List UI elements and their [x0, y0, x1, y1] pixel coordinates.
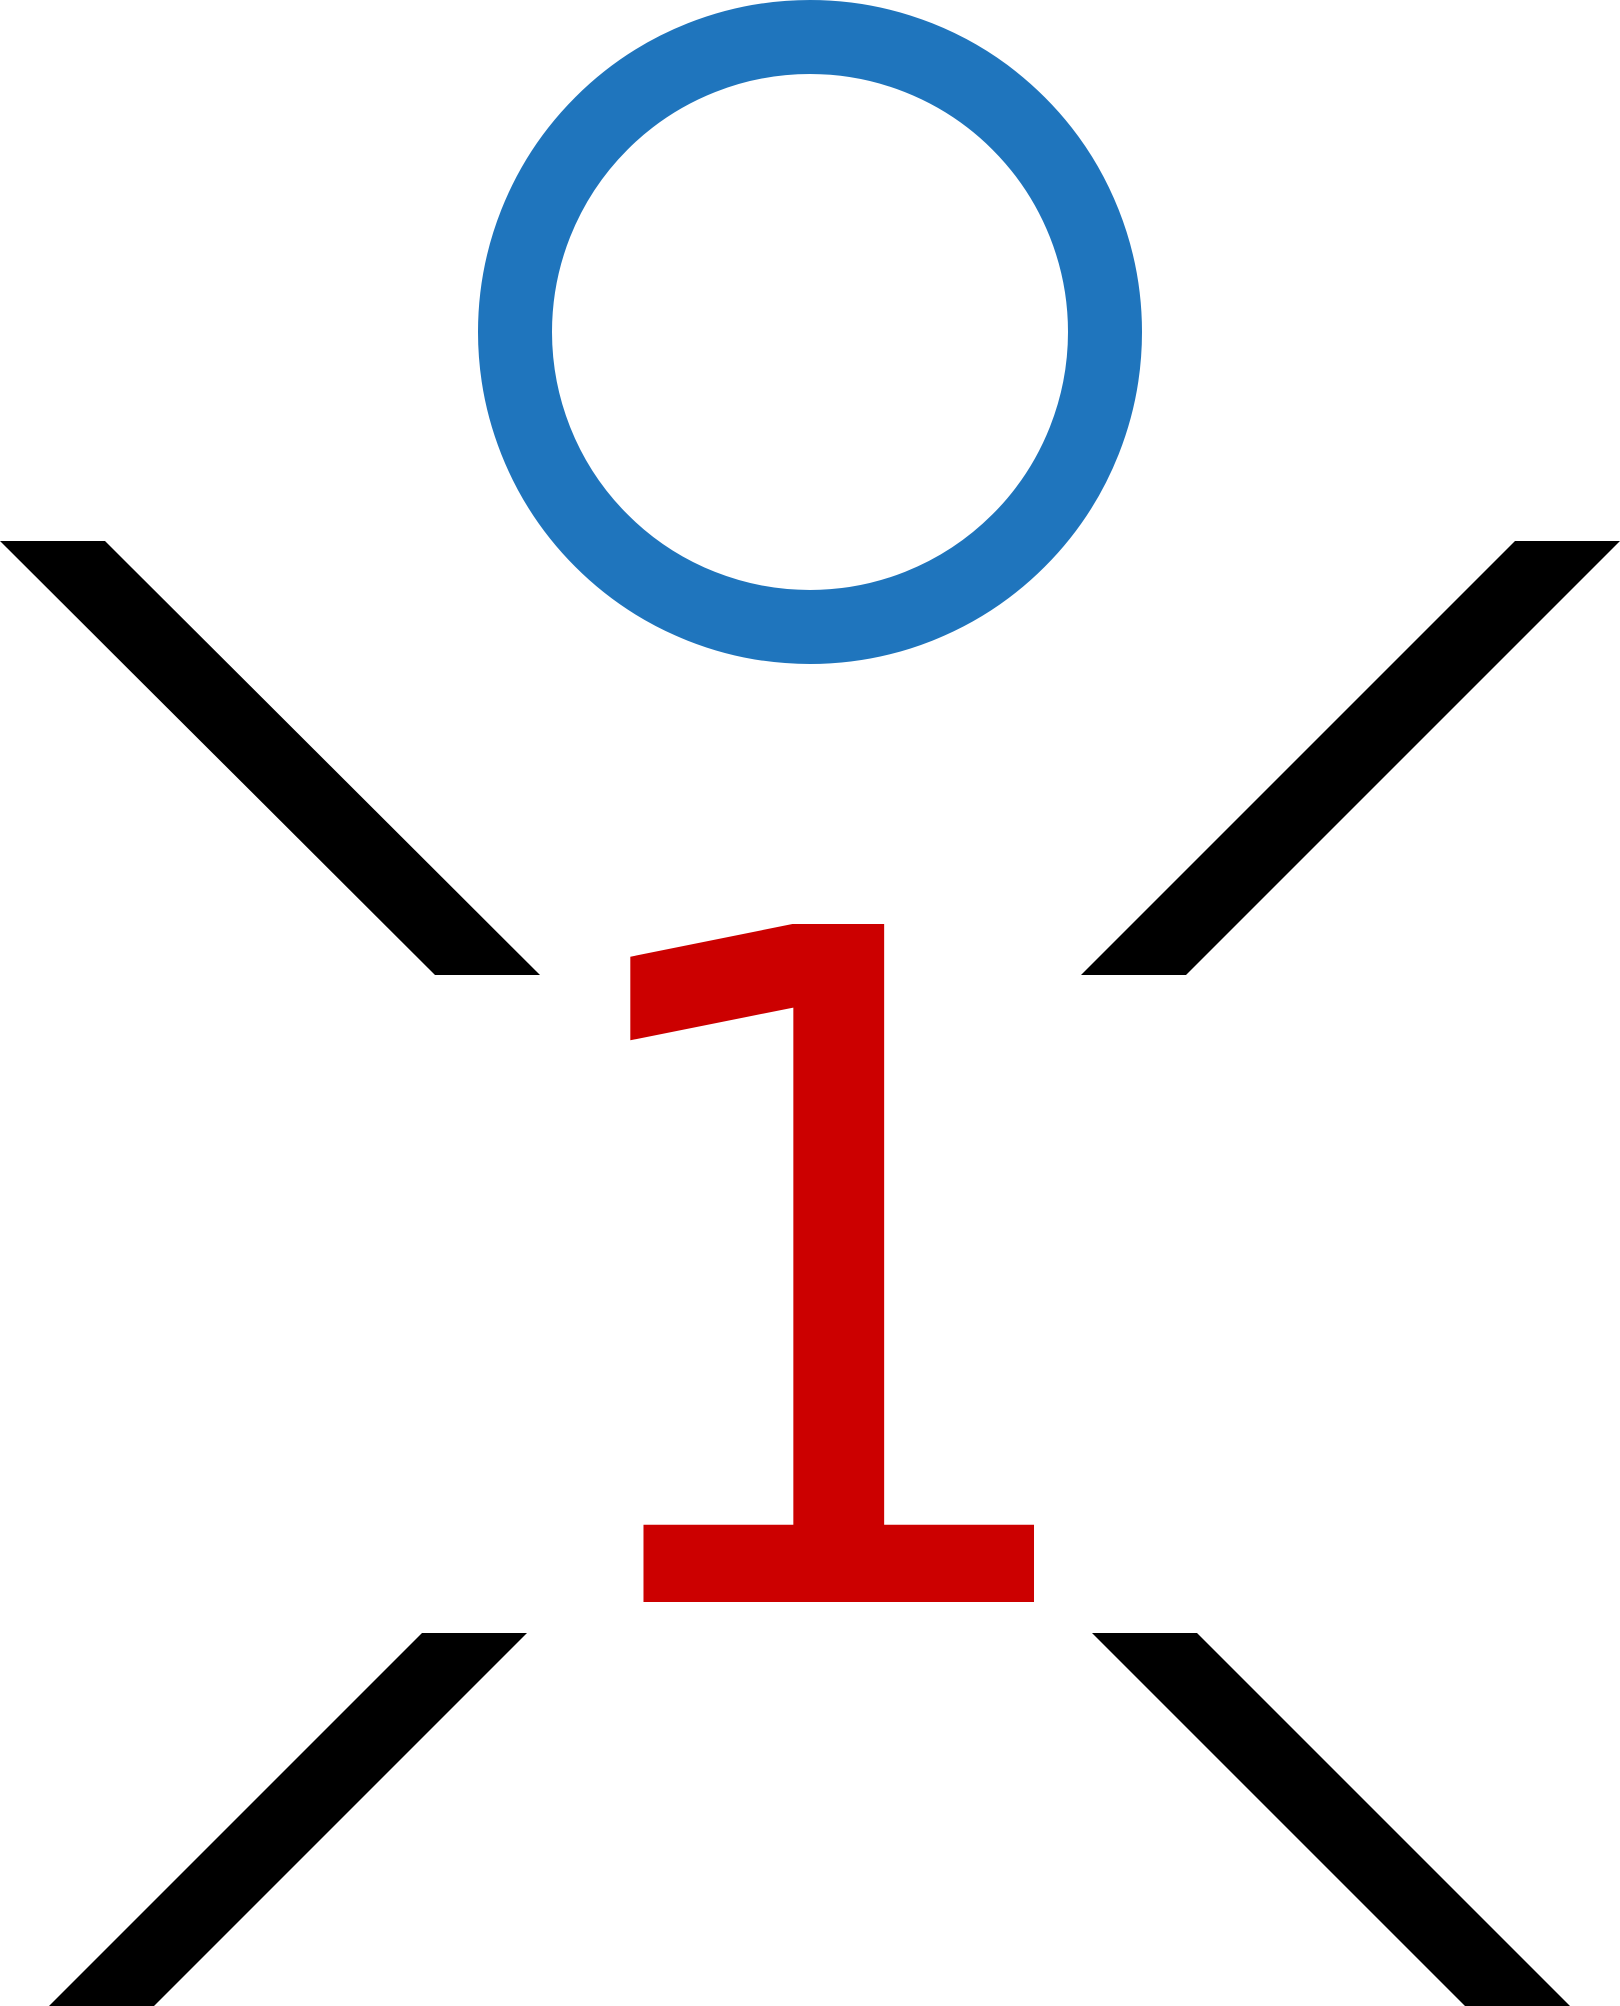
diagonal-bar-bottom-right [1092, 1633, 1570, 2006]
red-numeral: 1 [528, 740, 1120, 1822]
diagonal-bar-top-right [1081, 541, 1620, 975]
blue-circle-outline [478, 0, 1142, 664]
diagonal-bar-top-left [0, 541, 540, 975]
diagonal-bar-bottom-left [49, 1633, 527, 2006]
